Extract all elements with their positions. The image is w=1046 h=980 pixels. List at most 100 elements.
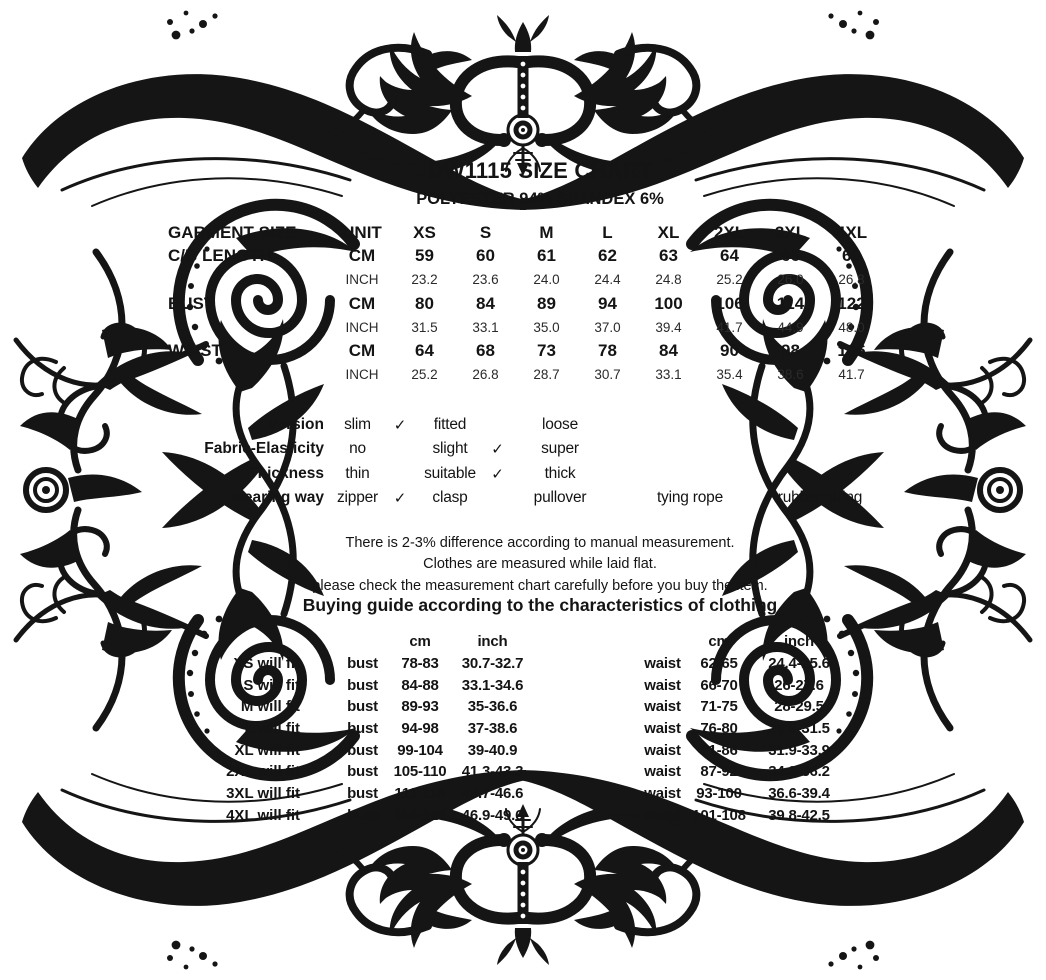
fit-size-label: S will fit <box>243 676 300 694</box>
bust-cm-range: 119-126 <box>393 806 447 824</box>
size-value: 89 <box>537 293 556 313</box>
bust-inch-range: 35-36.6 <box>467 698 518 716</box>
buying-guide-row: 4XL will fit bust 119-126 46.9-49.6 waist 101… <box>170 805 850 827</box>
bust-label: bust <box>347 741 378 759</box>
attribute-option: slim <box>344 416 371 434</box>
attribute-option: tying rope <box>656 489 724 507</box>
garment-attributes-table: Version slim ✓ fitted loose Fabric-Elasticity… <box>0 413 870 510</box>
bust-inch-range: 33.1-34.6 <box>461 676 524 694</box>
fit-size-label: 3XL will fit <box>226 785 300 803</box>
unit-label: INCH <box>345 366 379 382</box>
size-value: 84 <box>476 293 495 313</box>
bust-cm-range: 99-104 <box>397 741 443 759</box>
attribute-option: clasp <box>432 489 468 507</box>
size-value: 90 <box>720 340 739 360</box>
size-value: 68 <box>476 340 495 360</box>
size-value: 114 <box>776 293 805 313</box>
unit-label: INCH <box>345 319 379 335</box>
size-value: 38.6 <box>777 366 804 382</box>
buying-guide-column-header: cm <box>708 633 730 651</box>
size-value: 106 <box>715 293 744 313</box>
check-mark-icon: ✓ <box>393 490 407 508</box>
size-table-row: INCH 25.2 26.8 28.7 30.7 33.1 35.4 38.6 41.7 <box>168 363 882 387</box>
unit-label: CM <box>348 246 376 266</box>
bust-inch-range: 41.3-43.3 <box>461 763 524 781</box>
size-value: 80 <box>415 293 434 313</box>
size-value: 35.4 <box>716 366 743 382</box>
size-value: 24.0 <box>533 272 560 288</box>
size-table: GARMENT SIZE UNIT XS S M L XL 2XL 3XL 4XL C/B LENG… <box>168 221 882 386</box>
bust-label: bust <box>347 806 378 824</box>
buying-guide-row: 3XL will fit bust 111-118 43.7-46.6 waist 93-… <box>170 783 850 805</box>
check-mark-icon: ✓ <box>491 441 504 459</box>
waist-inch-range: 29.9-31.5 <box>768 720 830 738</box>
attribute-option: no <box>349 440 366 458</box>
check-mark-icon: ✓ <box>491 465 504 483</box>
size-column-header: UNIT <box>342 222 382 242</box>
fabric-composition: POLYESTER 94% SPANDEX 6% <box>416 190 664 208</box>
size-value: 39.4 <box>655 319 682 335</box>
buying-guide-row: L will fit bust 94-98 37-38.6 waist 76-80 29.9… <box>170 718 850 740</box>
size-value: 122 <box>837 293 866 313</box>
attribute-option: loose <box>541 416 579 434</box>
size-value: 37.0 <box>594 319 621 335</box>
bust-label: bust <box>347 785 378 803</box>
bust-cm-range: 78-83 <box>401 655 439 673</box>
bust-label: bust <box>347 655 378 673</box>
waist-cm-range: 81-86 <box>700 741 738 759</box>
buying-guide-row: M will fit bust 89-93 35-36.6 waist 71-75 28-2… <box>170 696 850 718</box>
buying-guide-header-row: cm inch cm inch <box>170 631 850 653</box>
measure-label: BUST <box>168 293 215 313</box>
buying-guide-heading: Buying guide according to the characteri… <box>302 595 778 615</box>
bust-inch-range: 37-38.6 <box>467 720 518 738</box>
bust-label: bust <box>347 676 378 694</box>
size-value: 25.2 <box>411 366 438 382</box>
size-value: 68 <box>842 246 861 266</box>
bust-cm-range: 89-93 <box>401 698 439 716</box>
size-value: 62 <box>598 246 617 266</box>
attribute-row: Thickness thin suitable ✓ thick <box>0 462 870 486</box>
check-mark-icon: ✓ <box>393 417 407 435</box>
attribute-option: fitted <box>433 416 467 434</box>
size-value: 98 <box>781 340 800 360</box>
size-value: 30.7 <box>594 366 621 382</box>
attribute-row: wearing way zipper ✓ clasp pullover tying rop… <box>0 486 870 510</box>
attribute-option: slight <box>432 440 468 458</box>
bust-cm-range: 94-98 <box>401 720 439 738</box>
size-column-header: 4XL <box>835 222 868 242</box>
size-value: 94 <box>598 293 617 313</box>
waist-inch-range: 36.6-39.4 <box>768 785 830 803</box>
fit-size-label: XS will fit <box>233 655 300 673</box>
note-line: Clothes are measured while laid flat. <box>423 556 657 573</box>
size-column-header: 3XL <box>774 222 807 242</box>
attribute-option: super <box>541 440 579 458</box>
size-table-row: BUST CM 80 84 89 94 100 106 114 122 <box>168 292 882 316</box>
size-column-header: GARMENT SIZE <box>168 222 297 242</box>
size-value: 44.9 <box>777 319 804 335</box>
waist-cm-range: 93-100 <box>696 785 742 803</box>
bust-inch-range: 30.7-32.7 <box>461 655 524 673</box>
size-column-header: XS <box>413 222 436 242</box>
bust-label: bust <box>347 698 378 716</box>
waist-inch-range: 26-27.6 <box>774 676 824 694</box>
page-title: DW1115 SIZE CHART <box>427 158 653 183</box>
bust-cm-range: 105-110 <box>393 763 447 781</box>
attribute-option: rubber string <box>777 489 863 507</box>
size-value: 28.7 <box>533 366 560 382</box>
fit-size-label: XL will fit <box>234 741 300 759</box>
size-value: 60 <box>476 246 495 266</box>
waist-cm-range: 76-80 <box>700 720 738 738</box>
size-value: 23.2 <box>411 272 438 288</box>
size-value: 41.7 <box>716 319 743 335</box>
waist-cm-range: 71-75 <box>700 698 738 716</box>
size-value: 26.8 <box>472 366 499 382</box>
attribute-row: Version slim ✓ fitted loose <box>0 413 870 437</box>
unit-label: INCH <box>345 272 379 288</box>
size-value: 66 <box>781 246 800 266</box>
waist-cm-range: 66-70 <box>700 676 738 694</box>
measure-label: WAIST <box>168 340 222 360</box>
note-line: There is 2-3% difference according to ma… <box>345 535 735 551</box>
size-column-header: S <box>479 222 492 242</box>
size-value: 61 <box>537 246 556 266</box>
